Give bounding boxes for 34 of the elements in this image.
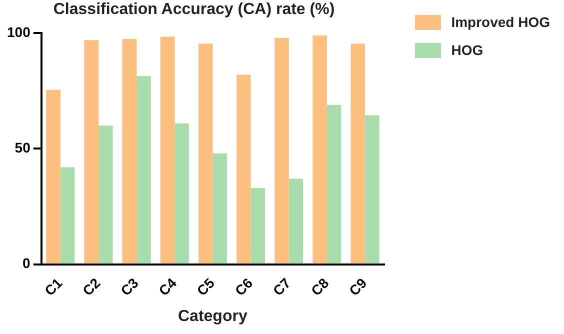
x-tick-label: C5 bbox=[194, 274, 218, 299]
y-tick-label: 0 bbox=[22, 255, 31, 272]
bar bbox=[122, 38, 137, 264]
x-tick-label: C6 bbox=[232, 274, 256, 299]
bar bbox=[236, 74, 251, 264]
bar bbox=[250, 188, 266, 264]
chart-title: Classification Accuracy (CA) rate (%) bbox=[53, 1, 335, 18]
x-tick-label: C3 bbox=[117, 274, 142, 299]
bar bbox=[174, 123, 189, 264]
bar bbox=[350, 44, 365, 264]
bar bbox=[364, 115, 380, 264]
x-tick-label: C4 bbox=[155, 274, 180, 299]
bar bbox=[274, 38, 289, 264]
bar bbox=[288, 178, 304, 264]
bar bbox=[312, 36, 327, 264]
bar bbox=[198, 44, 213, 264]
bar bbox=[212, 153, 227, 264]
x-tick-label: C7 bbox=[270, 274, 294, 299]
bar bbox=[160, 36, 175, 264]
bar bbox=[84, 40, 98, 264]
y-tick-label: 100 bbox=[7, 24, 31, 40]
y-tick-label: 50 bbox=[14, 140, 31, 156]
bar bbox=[326, 104, 342, 264]
bar bbox=[60, 167, 75, 264]
x-tick-label: C8 bbox=[308, 274, 332, 299]
bar bbox=[136, 76, 151, 264]
x-tick-label: C1 bbox=[41, 274, 66, 299]
x-tick-label: C9 bbox=[346, 274, 370, 299]
bar bbox=[98, 126, 113, 264]
x-tick-label: C2 bbox=[79, 274, 104, 299]
x-axis-title: Category bbox=[178, 308, 248, 325]
bar bbox=[46, 90, 60, 264]
legend-label: HOG bbox=[451, 42, 484, 58]
legend-label: Improved HOG bbox=[451, 14, 550, 30]
